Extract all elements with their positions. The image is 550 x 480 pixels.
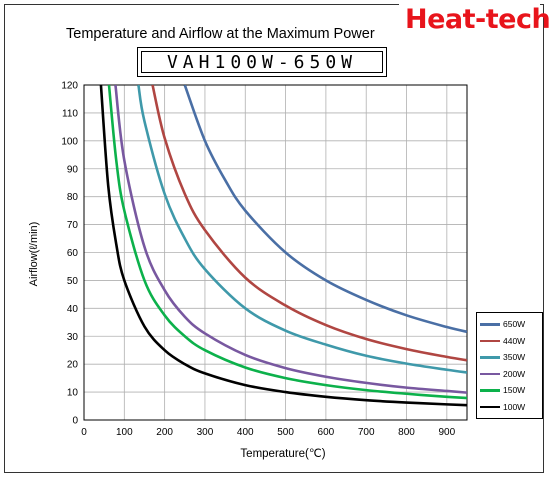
legend-label: 440W	[503, 335, 526, 346]
legend-item-650W: 650W	[477, 316, 542, 333]
x-tick-label: 0	[81, 427, 87, 438]
legend: 650W 440W 350W 200W 150W 100W	[476, 312, 543, 419]
legend-swatch	[480, 389, 500, 392]
chart-frame	[4, 4, 544, 473]
legend-label: 150W	[503, 385, 526, 396]
legend-swatch	[480, 356, 500, 359]
x-tick-label: 300	[197, 427, 214, 438]
y-tick-label: 30	[67, 332, 79, 343]
y-tick-label: 60	[67, 248, 79, 259]
y-tick-label: 120	[61, 81, 78, 92]
x-tick-label: 900	[438, 427, 455, 438]
legend-swatch	[480, 339, 500, 342]
plot-border	[83, 84, 468, 421]
x-tick-label: 700	[358, 427, 375, 438]
legend-item-440W: 440W	[477, 333, 542, 350]
y-tick-label: 100	[61, 136, 78, 147]
y-tick-label: 110	[62, 108, 78, 119]
legend-label: 650W	[503, 319, 526, 330]
model-box: VAH100W-650W	[137, 47, 387, 77]
legend-item-100W: 100W	[477, 399, 542, 416]
series-line-100W	[99, 85, 467, 407]
legend-label: 100W	[503, 401, 526, 412]
legend-swatch	[480, 372, 500, 375]
brand-logo	[399, 3, 540, 39]
y-tick-label: 90	[67, 164, 79, 175]
legend-item-200W: 200W	[477, 366, 542, 383]
x-tick-label: 400	[237, 427, 254, 438]
model-label: VAH100W-650W	[166, 51, 358, 73]
legend-label: 200W	[503, 368, 526, 379]
x-axis-label: Temperature(℃)	[240, 448, 326, 460]
legend-label: 350W	[503, 352, 526, 363]
y-tick-label: 20	[67, 360, 79, 371]
legend-swatch	[480, 323, 500, 326]
brand-name: Heat-tech	[405, 4, 550, 35]
x-tick-label: 200	[156, 427, 173, 438]
legend-item-150W: 150W	[477, 382, 542, 399]
legend-swatch	[480, 405, 500, 408]
series-line-150W	[107, 85, 467, 400]
series-line-440W	[151, 85, 467, 362]
y-tick-label: 0	[72, 416, 78, 427]
x-tick-label: 500	[277, 427, 294, 438]
x-tick-label: 600	[318, 427, 335, 438]
series-line-650W	[183, 85, 467, 334]
chart-title: Temperature and Airflow at the Maximum P…	[66, 26, 375, 42]
y-tick-label: 70	[67, 220, 79, 231]
y-tick-label: 50	[67, 276, 79, 287]
series-line-200W	[114, 85, 467, 394]
x-tick-label: 800	[398, 427, 415, 438]
y-tick-label: 40	[67, 304, 79, 315]
x-tick-label: 100	[116, 427, 133, 438]
y-tick-label: 80	[67, 192, 79, 203]
y-axis-label: Airflow(ℓ/min)	[28, 221, 40, 287]
y-tick-label: 10	[67, 388, 79, 399]
legend-item-350W: 350W	[477, 349, 542, 366]
model-box-inner: VAH100W-650W	[141, 51, 383, 73]
series-line-350W	[137, 85, 467, 374]
